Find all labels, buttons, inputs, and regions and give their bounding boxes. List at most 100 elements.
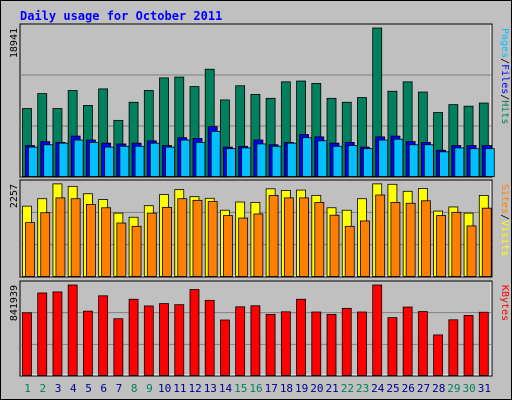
pages-bar [484,148,495,177]
pages-bar [180,139,191,177]
sites-bar [268,195,279,277]
pages-bar [73,139,84,177]
pages-bar [347,145,358,177]
panel-3: 841939 KBytes [9,280,510,377]
sites-bar [344,225,355,277]
chart-title: Daily usage for October 2011 [20,9,222,23]
kbytes-bar [250,305,261,376]
sites-bar [405,202,416,277]
x-tick-label: 15 [234,382,247,395]
kbytes-bar [402,306,413,376]
sites-bar [238,217,249,277]
x-tick-label: 19 [295,382,308,395]
sites-bar [131,225,142,277]
pages-bar [165,146,175,177]
sites-bar [314,202,325,277]
day-labels: 1 2 3 4 5 6 7 8 9 10 11 12 13 14 15 16 17 18 19 20 21 22 23 24 2… [24,382,491,395]
pages-bar [104,146,115,177]
pages-bar [302,137,312,177]
x-tick-label: 30 [463,382,476,395]
sites-bar [146,212,157,277]
legend-pages: Pages [499,28,510,58]
x-tick-label: 23 [356,382,369,395]
sites-bar [192,199,203,277]
kbytes-bar [326,313,337,376]
sites-bar [223,215,233,277]
sites-bar [481,207,492,277]
sites-bar [86,204,96,277]
kbytes-bar [83,310,93,376]
x-tick-label: 8 [131,382,138,395]
sites-bar [253,213,264,277]
legend-visits: Visits [499,220,510,256]
sites-bar [177,198,188,277]
y-max-tick-label: 18941 [9,28,20,58]
x-tick-label: 11 [173,382,186,395]
x-tick-label: 20 [310,382,323,395]
sites-bar [466,225,477,277]
kbytes-bar [235,306,246,376]
y-max-tick-label: 841939 [9,285,20,321]
x-tick-label: 1 [24,382,31,395]
x-tick-label: 17 [265,382,278,395]
x-tick-label: 2 [40,382,47,395]
legend-files: Files [499,64,510,94]
kbytes-bar [265,313,276,376]
kbytes-bar [387,317,398,376]
kbytes-bar [128,298,139,376]
legend-separator: / [499,94,510,100]
x-tick-label: 28 [432,382,445,395]
sites-bar [299,197,309,277]
pages-bar [286,142,297,177]
x-tick-label: 12 [188,382,201,395]
series-legend: Sites/Visits [499,184,510,256]
kbytes-bar [220,319,230,376]
pages-bar [28,146,38,177]
x-tick-label: 14 [219,382,233,395]
pages-bar [271,145,282,177]
legend-separator: / [499,58,510,64]
pages-bar [469,148,480,177]
kbytes-bar [463,315,474,376]
kbytes-bar [357,311,367,376]
sites-bar [116,222,127,277]
pages-bar [363,148,373,177]
pages-bar [43,144,54,177]
sites-bar [25,222,35,277]
y-max-tick-label: 2257 [9,184,20,208]
x-tick-label: 16 [249,382,262,395]
legend-separator: / [499,214,510,220]
sites-bar [329,214,340,277]
pages-bar [195,141,206,177]
kbytes-bar [67,284,78,376]
kbytes-bar [113,318,124,376]
sites-bar [420,200,431,277]
x-tick-label: 25 [386,382,399,395]
x-tick-label: 3 [55,382,62,395]
kbytes-bar [189,289,200,376]
pages-bar [256,143,267,177]
x-tick-label: 22 [341,382,354,395]
kbytes-bar [448,319,459,376]
kbytes-bar [98,295,109,376]
series-legend: Pages/Files/Hits [499,28,510,124]
kbytes-bar [478,311,489,376]
kbytes-bar [159,303,169,376]
kbytes-bar [174,304,185,376]
pages-bar [454,147,465,177]
pages-bar [241,147,252,177]
series-legend: KBytes [499,285,510,321]
sites-bar [70,198,81,277]
sites-bar [207,201,218,277]
pages-bar [58,142,69,177]
x-tick-label: 10 [158,382,171,395]
kbytes-bar [417,311,428,376]
x-tick-label: 24 [371,382,385,395]
kbytes-bar [296,298,306,376]
legend-hits: Hits [499,100,510,124]
x-tick-label: 31 [478,382,491,395]
x-tick-label: 21 [326,382,339,395]
